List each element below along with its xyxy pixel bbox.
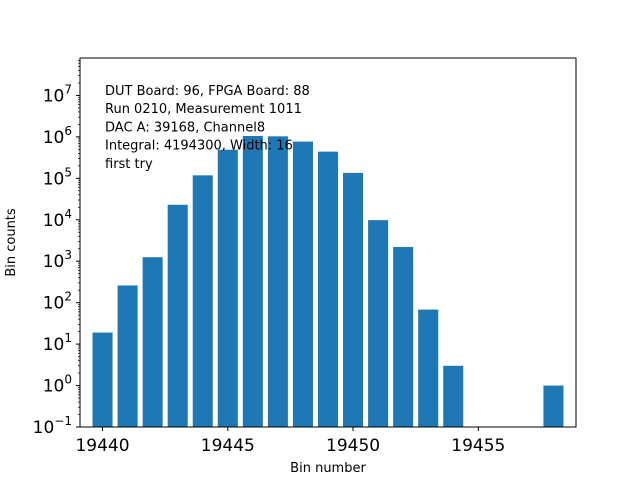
plot-frame bbox=[79, 57, 577, 428]
x-tick-label: 19445 bbox=[201, 436, 255, 456]
y-axis-ticks: 10−1 100 101 102 103 104 105 106 107 bbox=[33, 60, 80, 438]
bar-19450 bbox=[343, 172, 364, 427]
bar-19451 bbox=[368, 220, 389, 427]
bar-19447 bbox=[267, 136, 288, 427]
bars-group bbox=[92, 136, 564, 427]
bar-19452 bbox=[393, 247, 414, 427]
bar-19448 bbox=[292, 141, 313, 427]
y-tick-label: 106 bbox=[43, 124, 72, 148]
x-tick-label: 19440 bbox=[75, 436, 129, 456]
y-axis-label: Bin counts bbox=[4, 208, 19, 277]
bar-19453 bbox=[418, 309, 439, 427]
annotation-line: Integral: 4194300, Width: 16 bbox=[105, 139, 293, 154]
x-tick-label: 19450 bbox=[326, 436, 380, 456]
bar-19458 bbox=[543, 385, 564, 427]
y-tick-label: 104 bbox=[43, 207, 72, 231]
bar-19454 bbox=[443, 365, 464, 427]
y-tick-label: 100 bbox=[43, 373, 72, 397]
bar-19442 bbox=[142, 257, 163, 427]
x-tick-label: 19455 bbox=[451, 436, 505, 456]
annotation-line: Run 0210, Measurement 1011 bbox=[105, 102, 302, 117]
y-tick-label: 105 bbox=[43, 165, 72, 189]
x-axis-label: Bin number bbox=[290, 461, 366, 476]
x-axis-ticks: 19440 19445 19450 19455 bbox=[75, 427, 505, 456]
y-tick-label: 103 bbox=[43, 248, 72, 272]
y-tick-label: 101 bbox=[43, 331, 72, 355]
y-tick-label: 10−1 bbox=[33, 414, 72, 438]
bar-19449 bbox=[317, 151, 339, 427]
annotation-line: DUT Board: 96, FPGA Board: 88 bbox=[105, 84, 310, 99]
annotation-line: first try bbox=[105, 157, 153, 172]
bar-19441 bbox=[117, 285, 138, 427]
bar-19444 bbox=[192, 175, 213, 427]
bar-19445 bbox=[217, 149, 238, 427]
y-tick-label: 102 bbox=[43, 290, 72, 314]
annotation-line: DAC A: 39168, Channel8 bbox=[105, 120, 265, 135]
annotation-block: DUT Board: 96, FPGA Board: 88 Run 0210, M… bbox=[105, 84, 310, 172]
bar-19446 bbox=[242, 136, 263, 427]
bar-19440 bbox=[92, 332, 113, 427]
y-tick-label: 107 bbox=[43, 82, 72, 106]
bar-19443 bbox=[167, 204, 188, 427]
